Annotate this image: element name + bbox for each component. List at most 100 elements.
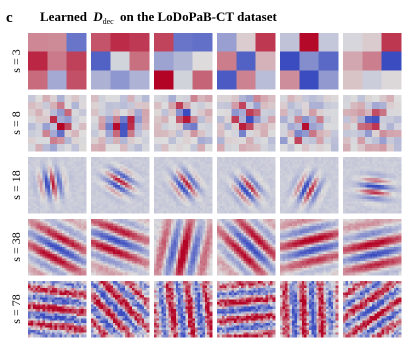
atom-pixel [268,176,271,179]
atom-pixel [98,235,101,238]
atom-pixel [302,180,305,183]
atom-pixel [38,164,41,167]
atom-pixel [122,187,125,190]
atom-pixel [343,109,351,116]
atom-pixel [96,183,99,186]
atom-pixel [185,201,188,204]
atom-pixel [135,204,138,207]
atom-pixel [198,95,206,102]
atom-pixel [224,130,232,137]
atom-pixel [287,192,290,195]
atom-pixel [142,242,145,245]
atom-pixel [251,159,254,162]
atom-pixel [120,226,123,229]
atom-pixel [287,144,295,151]
atom-pixel [389,194,392,197]
atom-pixel [35,183,38,186]
atom-pixel [35,249,38,252]
atom-pixel [374,208,377,211]
atom-pixel [79,176,82,179]
atom-pixel [154,173,157,176]
atom-pixel [120,238,123,241]
atom-pixel [372,183,375,186]
atom-pixel [295,159,298,162]
atom-pixel [30,211,33,214]
atom-pixel [219,183,222,186]
atom-pixel [76,270,79,273]
atom-pixel [142,176,145,179]
atom-pixel [229,204,232,207]
atom-pixel [295,162,298,165]
atom-pixel [265,194,268,197]
atom-pixel [246,199,249,202]
atom-pixel [394,208,397,211]
atom-pixel [345,166,348,169]
atom-pixel [59,263,62,266]
atom-pixel [67,70,87,89]
atom-pixel [139,192,142,195]
atom-pixel [142,252,145,255]
atom-pixel [295,144,303,151]
atom-pixel [101,162,104,165]
atom-pixel [268,164,271,167]
atom-pixel [57,95,65,102]
atom-pixel [205,102,213,109]
atom-pixel [328,159,331,162]
atom-pixel [127,164,130,167]
atom-pixel [205,162,208,165]
atom-pixel [76,235,79,238]
atom-pixel [67,190,70,193]
atom-pixel [256,204,259,207]
atom-pixel [103,259,106,262]
atom-pixel [110,208,113,211]
atom-pixel [285,185,288,188]
atom-pixel [120,164,123,167]
atom-pixel [45,266,48,269]
atom-pixel [28,273,31,276]
atom-pixel [147,192,150,195]
atom-pixel [183,123,191,130]
atom-pixel [227,173,230,176]
atom-pixel [147,238,150,241]
atom-pixel [321,159,324,162]
atom-pixel [353,169,356,172]
atom-pixel [69,219,72,222]
atom-pixel [33,169,36,172]
atom-pixel [311,199,314,202]
atom-pixel [324,173,327,176]
atom-pixel [64,249,67,252]
atom-pixel [110,176,113,179]
atom-pixel [282,197,285,200]
atom-pixel [55,208,58,211]
atom-pixel [40,266,43,269]
atom-pixel [316,109,324,116]
atom-pixel [360,178,363,181]
atom-pixel [193,211,196,214]
atom-pixel [355,166,358,169]
atom-pixel [188,180,191,183]
atom-pixel [190,102,198,109]
atom-pixel [72,266,75,269]
atom-pixel [108,231,111,234]
atom-pixel [253,190,256,193]
atom-pixel [280,199,283,202]
atom-pixel [285,206,288,209]
atom-pixel [132,201,135,204]
atom-pixel [33,270,36,273]
atom-pixel [251,166,254,169]
atom-pixel [81,245,84,248]
atom-pixel [101,247,104,250]
atom-pixel [198,194,201,197]
atom-pixel [33,194,36,197]
atom-pixel [72,263,75,266]
atom-pixel [50,102,58,109]
atom-pixel [222,199,225,202]
atom-pixel [50,137,58,144]
atom-pixel [321,197,324,200]
atom-pixel [118,254,121,257]
atom-pixel [333,187,336,190]
atom-pixel [365,185,368,188]
atom-pixel [108,162,111,165]
atom-pixel [348,194,351,197]
atom [91,219,149,275]
